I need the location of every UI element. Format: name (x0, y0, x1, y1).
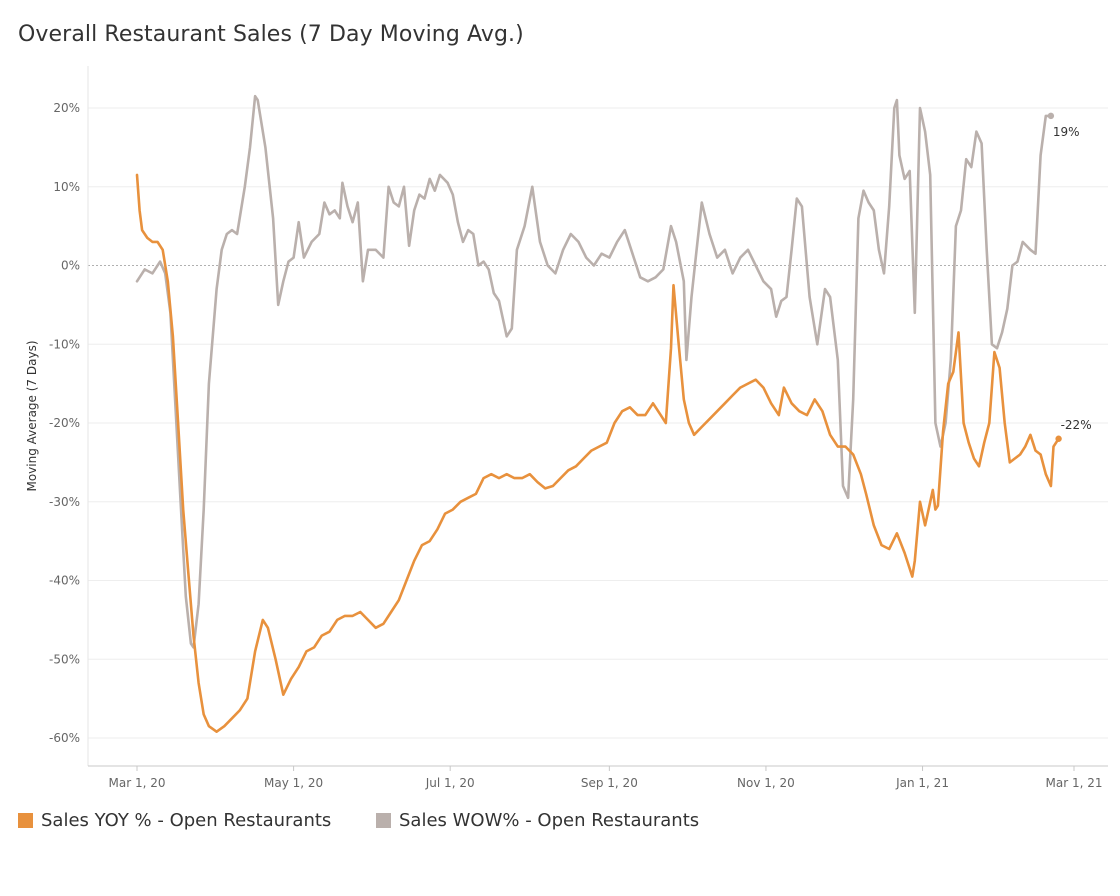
series-line-yoy (135, 173, 1060, 733)
legend-item-wow[interactable]: Sales WOW% - Open Restaurants (376, 810, 699, 831)
x-tick-label: Mar 1, 21 (1046, 776, 1103, 790)
series (135, 94, 1062, 733)
series-end-point (1055, 435, 1062, 442)
y-tick-label: -60% (49, 731, 80, 745)
y-tick-label: 0% (61, 259, 80, 273)
y-tick-label: -30% (49, 495, 80, 509)
x-tick-label: May 1, 20 (264, 776, 323, 790)
series-end-point (1047, 112, 1055, 120)
y-tick-label: -10% (49, 337, 80, 351)
chart-title: Overall Restaurant Sales (7 Day Moving A… (18, 22, 524, 47)
x-tick-label: Nov 1, 20 (737, 776, 795, 790)
axes: 20% 10% 0% -10% -20% -30% -40% -50% -60% Mar 1, 2… (25, 66, 1108, 790)
legend-label-wow: Sales WOW% - Open Restaurants (399, 810, 700, 831)
series-end-label: 19% (1053, 125, 1080, 139)
y-tick-label: -20% (49, 416, 80, 430)
y-tick-label: -50% (49, 652, 80, 666)
legend-label-yoy: Sales YOY % - Open Restaurants (41, 810, 332, 831)
y-tick-label: 20% (53, 101, 80, 115)
x-tick-label: Jan 1, 21 (895, 776, 949, 790)
legend-swatch-yoy (18, 813, 33, 828)
series-end-label: -22% (1061, 418, 1092, 432)
y-tick-label: -40% (49, 574, 80, 588)
y-axis-title: Moving Average (7 Days) (25, 340, 39, 491)
legend-item-yoy[interactable]: Sales YOY % - Open Restaurants (18, 810, 331, 831)
x-tick-label: Jul 1, 20 (425, 776, 475, 790)
y-tick-label: 10% (53, 180, 80, 194)
x-tick-label: Sep 1, 20 (581, 776, 638, 790)
labels: 19% -22% (1053, 125, 1092, 432)
legend-swatch-wow (376, 813, 391, 828)
line-chart: 20% 10% 0% -10% -20% -30% -40% -50% -60% Mar 1, 2… (25, 66, 1108, 790)
x-tick-label: Mar 1, 20 (109, 776, 166, 790)
series-line-wow (135, 94, 1053, 649)
